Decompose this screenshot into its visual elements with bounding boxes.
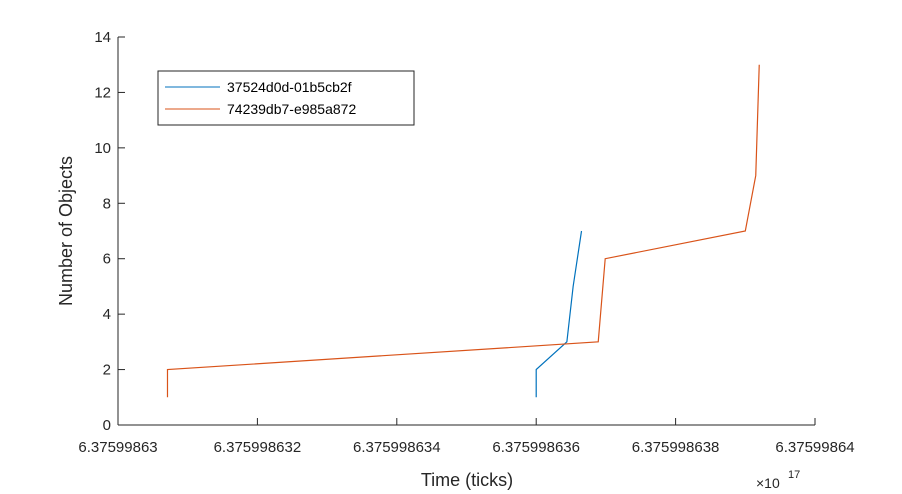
y-tick-label: 6	[103, 251, 111, 268]
y-tick-label: 10	[94, 140, 111, 157]
y-axis-ticks: 0 2 4 6 8 10 12 14	[94, 29, 125, 434]
series-layer	[166, 64, 760, 398]
x-tick-label: 6.375998636	[492, 439, 580, 456]
y-tick-label: 2	[103, 362, 111, 379]
x-tick-label: 6.375998638	[632, 439, 720, 456]
x-axis-exponent: ×10	[756, 475, 780, 491]
legend-label-series-1: 37524d0d-01b5cb2f	[227, 79, 352, 95]
plot-area	[117, 37, 815, 426]
legend-label-series-2: 74239db7-e985a872	[227, 101, 356, 117]
y-tick-label: 0	[103, 417, 111, 434]
legend: 37524d0d-01b5cb2f 74239db7-e985a872	[157, 70, 415, 126]
y-tick-label: 8	[103, 195, 111, 212]
x-axis-exponent-power: 17	[788, 469, 800, 481]
y-axis-label: Number of Objects	[56, 156, 76, 306]
x-tick-label: 6.375998634	[353, 439, 441, 456]
x-tick-label: 6.37599864	[775, 439, 854, 456]
series-line-2	[166, 64, 760, 398]
y-tick-label: 4	[103, 306, 111, 323]
x-axis-label: Time (ticks)	[421, 470, 513, 490]
x-tick-label: 6.37599863	[78, 439, 157, 456]
x-axis-ticks: 6.37599863 6.375998632 6.375998634 6.375998…	[78, 418, 855, 456]
series-line-1	[535, 230, 583, 398]
y-tick-label: 14	[94, 29, 111, 46]
y-tick-label: 12	[94, 84, 111, 101]
legend-box	[157, 70, 415, 126]
x-tick-label: 6.375998632	[214, 439, 302, 456]
